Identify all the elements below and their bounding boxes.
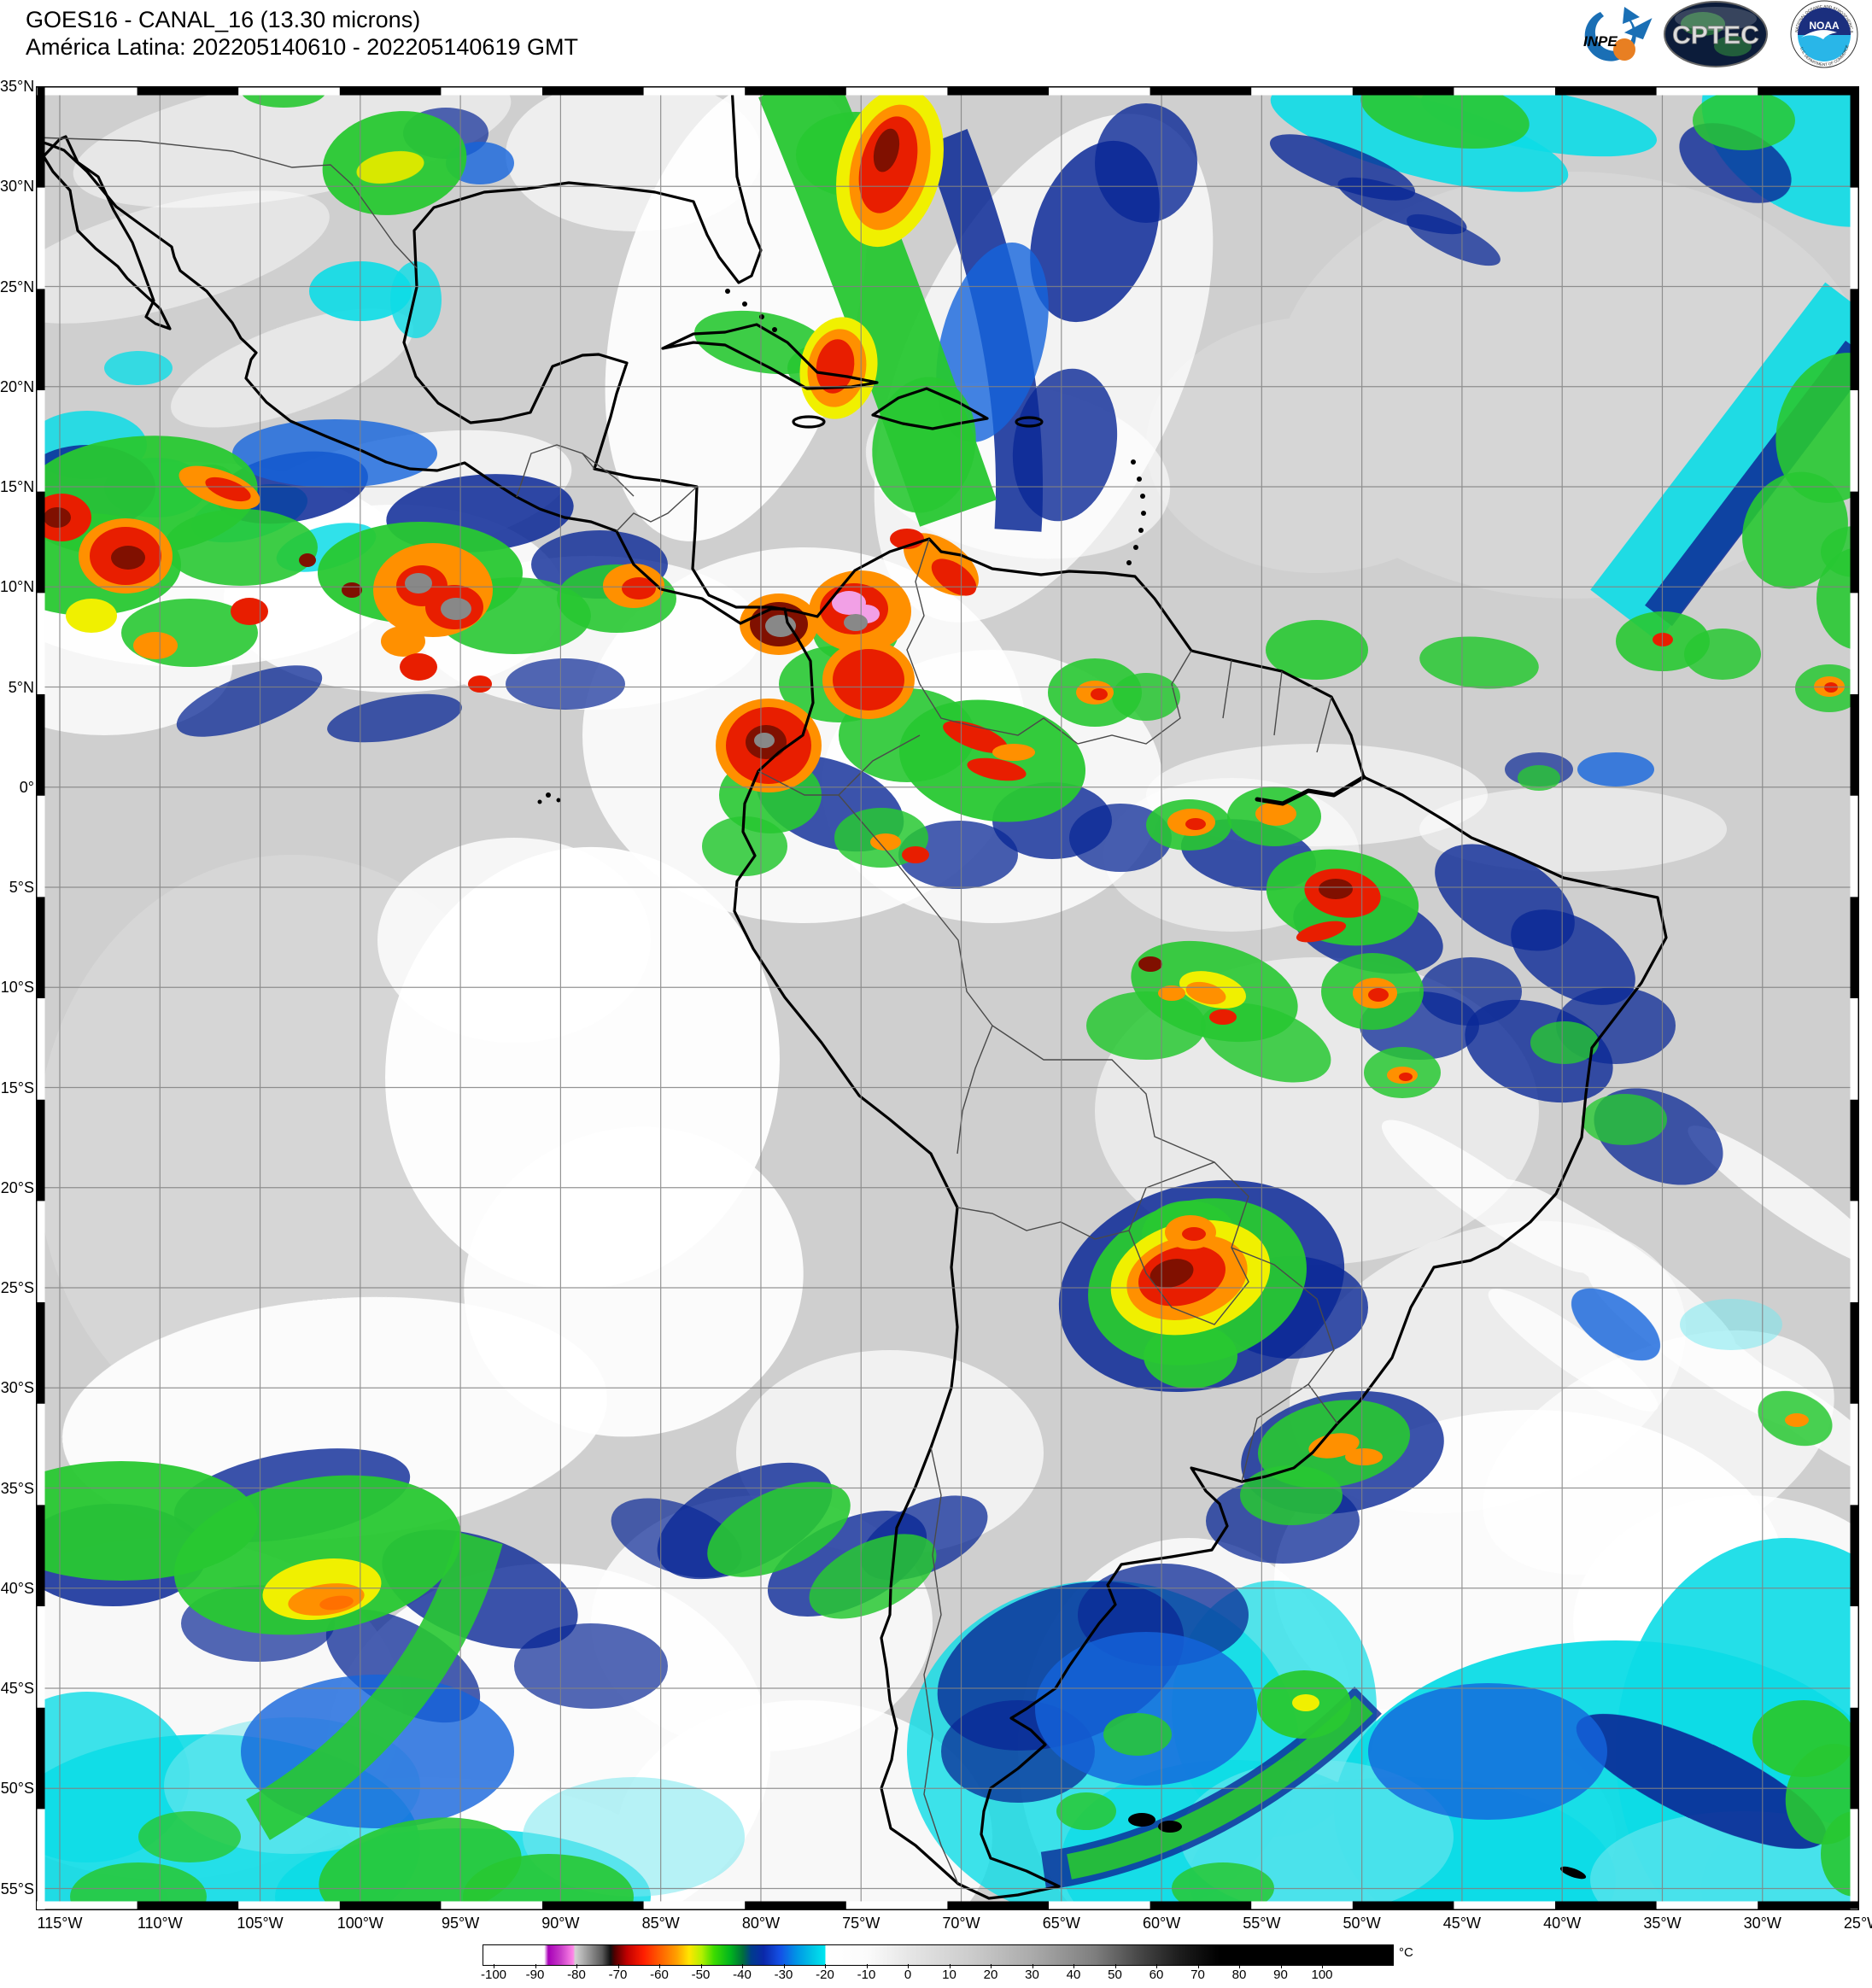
longitude-label: 115°W [37, 1915, 83, 1932]
longitude-label: 70°W [942, 1915, 980, 1932]
cptec-logo-icon: CPTEC [1664, 1, 1768, 67]
colorbar [483, 1944, 1394, 1966]
colorbar-tick-label: -10 [857, 1968, 876, 1982]
longitude-label: 35°W [1643, 1915, 1682, 1932]
colorbar-tick-label: -80 [567, 1968, 586, 1982]
longitude-label: 80°W [741, 1915, 781, 1932]
latitude-label: 20°N [0, 377, 35, 395]
colorbar-tick-label: -40 [733, 1968, 752, 1982]
latitude-label: 5°N [8, 678, 34, 696]
colorbar-tick-mark [617, 1964, 619, 1968]
map-frame [36, 86, 1859, 1910]
latitude-label: 15°S [0, 1079, 34, 1096]
latitude-label: 35°N [0, 78, 35, 95]
svg-text:NOAA: NOAA [1809, 20, 1840, 32]
colorbar-tick-label: 0 [904, 1968, 912, 1982]
longitude-label: 55°W [1243, 1915, 1281, 1932]
latitude-label: 35°S [0, 1479, 34, 1497]
satellite-map-art [36, 86, 1859, 1910]
longitude-label: 45°W [1442, 1915, 1482, 1932]
colorbar-tick-mark [908, 1964, 909, 1968]
latitude-label: 55°S [0, 1880, 34, 1897]
colorbar-tick-mark [742, 1964, 743, 1968]
colorbar-tick-label: -60 [650, 1968, 669, 1982]
product-timestamp: América Latina: 202205140610 - 202205140… [26, 34, 578, 60]
colorbar-tick-label: -30 [774, 1968, 793, 1982]
colorbar-tick-label: 70 [1190, 1968, 1205, 1982]
colorbar-tick-label: 50 [1108, 1968, 1122, 1982]
longitude-label: 65°W [1042, 1915, 1080, 1932]
colorbar-tick-mark [825, 1964, 826, 1968]
islands [537, 289, 1587, 1880]
colorbar-tick-label: 90 [1273, 1968, 1288, 1982]
colorbar-tick-label: -70 [608, 1968, 628, 1982]
longitude-label: 100°W [336, 1915, 383, 1932]
longitude-label: 50°W [1343, 1915, 1381, 1932]
latitude-label: 10°N [0, 578, 35, 596]
colorbar-tick-mark [659, 1964, 660, 1968]
colorbar-tick-mark [576, 1964, 577, 1968]
latitude-label: 0° [19, 778, 34, 796]
colorbar-tick-mark [1073, 1964, 1074, 1968]
colorbar-tick-mark [700, 1964, 702, 1968]
colorbar-tick-mark [783, 1964, 785, 1968]
longitude-label: 75°W [842, 1915, 880, 1932]
latitude-label: 50°S [0, 1780, 34, 1798]
colorbar-tick-label: 100 [1311, 1968, 1333, 1982]
colorbar-tick-label: -50 [691, 1968, 711, 1982]
colorbar-tick-mark [949, 1964, 951, 1968]
product-title: GOES16 - CANAL_16 (13.30 microns) [26, 7, 421, 32]
longitude-label: 85°W [641, 1915, 680, 1932]
colorbar-tick-mark [1239, 1964, 1240, 1968]
svg-text:INPE: INPE [1583, 33, 1618, 50]
colorbar-tick-label: 10 [942, 1968, 956, 1982]
longitude-label: 30°W [1743, 1915, 1781, 1932]
country-borders [36, 137, 1338, 1885]
colorbar-tick-mark [1322, 1964, 1323, 1968]
latitude-label: 5°S [9, 879, 34, 896]
svg-text:CPTEC: CPTEC [1672, 21, 1759, 50]
colorbar-tick-label: -100 [480, 1968, 507, 1982]
latitude-label: 20°S [0, 1178, 34, 1196]
colorbar-tick-mark [991, 1964, 992, 1968]
longitude-label: 110°W [137, 1915, 183, 1932]
longitude-label: 60°W [1142, 1915, 1181, 1932]
colorbar-tick-mark [535, 1964, 536, 1968]
colorbar-tick-mark [1197, 1964, 1199, 1968]
agency-logos: INPE CPTEC NOAA NATIONAL OCEANIC AND ATM… [1549, 0, 1858, 68]
longitude-label: 90°W [541, 1915, 580, 1932]
latitude-label: 25°S [0, 1279, 34, 1296]
latitude-label: 15°N [0, 478, 35, 495]
coastlines [36, 86, 1668, 1900]
inpe-logo-icon: INPE [1583, 7, 1653, 61]
colorbar-tick-label: 60 [1149, 1968, 1164, 1982]
colorbar-tick-mark [866, 1964, 868, 1968]
graticule-grid [36, 86, 1859, 1910]
latitude-label: 45°S [0, 1680, 34, 1697]
latitude-label: 40°S [0, 1579, 34, 1597]
colorbar-unit: °C [1399, 1945, 1413, 1960]
longitude-label: 25°W [1843, 1915, 1872, 1932]
latitude-label: 10°S [0, 979, 34, 997]
latitude-label: 30°N [0, 178, 35, 196]
latitude-label: 25°N [0, 278, 35, 295]
longitude-label: 40°W [1543, 1915, 1582, 1932]
colorbar-tick-label: 30 [1025, 1968, 1039, 1982]
colorbar-tick-label: 80 [1231, 1968, 1247, 1982]
colorbar-tick-mark [1156, 1964, 1157, 1968]
longitude-label: 95°W [442, 1915, 480, 1932]
colorbar-tick-label: 40 [1066, 1968, 1081, 1982]
satellite-map [36, 86, 1859, 1910]
colorbar-tick-label: 20 [983, 1968, 998, 1982]
colorbar-tick-mark [1280, 1964, 1282, 1968]
longitude-label: 105°W [237, 1915, 284, 1932]
latitude-label: 30°S [0, 1379, 34, 1397]
colorbar-tick-label: -90 [525, 1968, 545, 1982]
colorbar-tick-label: -20 [816, 1968, 834, 1982]
colorbar-tick-mark [1114, 1964, 1116, 1968]
